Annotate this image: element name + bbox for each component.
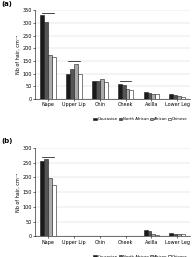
Bar [74,64,78,99]
Bar [126,89,130,99]
Bar [155,235,159,236]
Bar [144,92,148,99]
Text: (a): (a) [1,1,12,7]
Bar [48,55,52,99]
Bar [66,74,70,99]
Bar [122,85,126,99]
Bar [78,74,82,99]
Bar [40,15,44,99]
Bar [96,81,100,99]
Bar [181,97,185,99]
Bar [181,234,185,236]
Bar [118,84,122,99]
Bar [170,94,173,99]
Bar [70,69,74,99]
Legend: Caucasian, North African, African, Chinese: Caucasian, North African, African, Chine… [93,254,188,257]
Y-axis label: Nb of hair, cm⁻²: Nb of hair, cm⁻² [16,172,21,212]
Bar [92,81,96,99]
Bar [148,231,151,236]
Bar [151,234,155,236]
Bar [48,178,52,236]
Bar [173,95,177,99]
Bar [148,93,151,99]
Bar [173,234,177,236]
Bar [44,22,48,99]
Bar [177,96,181,99]
Text: (b): (b) [1,138,13,144]
Bar [177,234,181,236]
Bar [155,94,159,99]
Bar [104,82,108,99]
Bar [100,79,104,99]
Bar [52,57,56,99]
Y-axis label: Nb of hair, cm⁻²: Nb of hair, cm⁻² [16,35,21,74]
Bar [151,94,155,99]
Bar [144,230,148,236]
Legend: Caucasian, North African, African, Chinese: Caucasian, North African, African, Chine… [93,117,188,122]
Bar [44,159,48,236]
Bar [170,233,173,236]
Bar [52,185,56,236]
Bar [40,161,44,236]
Bar [130,90,133,99]
